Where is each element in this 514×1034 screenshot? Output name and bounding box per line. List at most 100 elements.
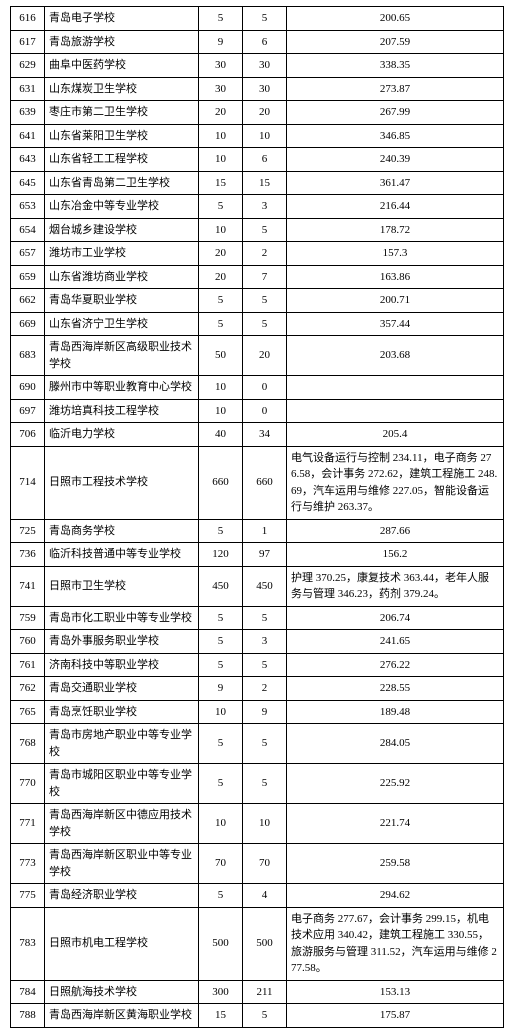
cell-score: 241.65 xyxy=(287,630,504,654)
cell-score: 205.4 xyxy=(287,423,504,447)
cell-plan: 300 xyxy=(199,980,243,1004)
cell-enroll: 30 xyxy=(243,77,287,101)
cell-plan: 5 xyxy=(199,195,243,219)
table-row: 645山东省青岛第二卫生学校1515361.47 xyxy=(11,171,504,195)
cell-score: 357.44 xyxy=(287,312,504,336)
cell-name: 山东煤炭卫生学校 xyxy=(45,77,199,101)
table-row: 768青岛市房地产职业中等专业学校55284.05 xyxy=(11,724,504,764)
cell-name: 济南科技中等职业学校 xyxy=(45,653,199,677)
cell-enroll: 5 xyxy=(243,653,287,677)
cell-score: 电气设备运行与控制 234.11，电子商务 276.58，会计事务 272.62… xyxy=(287,446,504,519)
table-row: 639枣庄市第二卫生学校2020267.99 xyxy=(11,101,504,125)
cell-name: 青岛市城阳区职业中等专业学校 xyxy=(45,764,199,804)
cell-score: 361.47 xyxy=(287,171,504,195)
table-row: 641山东省莱阳卫生学校1010346.85 xyxy=(11,124,504,148)
cell-code: 788 xyxy=(11,1004,45,1028)
cell-plan: 50 xyxy=(199,336,243,376)
cell-enroll: 97 xyxy=(243,543,287,567)
cell-score: 273.87 xyxy=(287,77,504,101)
cell-enroll: 5 xyxy=(243,289,287,313)
cell-code: 775 xyxy=(11,884,45,908)
cell-enroll: 15 xyxy=(243,171,287,195)
cell-code: 773 xyxy=(11,844,45,884)
table-row: 690滕州市中等职业教育中心学校100 xyxy=(11,376,504,400)
cell-name: 曲阜中医药学校 xyxy=(45,54,199,78)
cell-score: 276.22 xyxy=(287,653,504,677)
cell-code: 770 xyxy=(11,764,45,804)
cell-code: 616 xyxy=(11,7,45,31)
cell-name: 青岛烹饪职业学校 xyxy=(45,700,199,724)
cell-name: 青岛经济职业学校 xyxy=(45,884,199,908)
cell-enroll: 30 xyxy=(243,54,287,78)
cell-code: 771 xyxy=(11,804,45,844)
cell-plan: 9 xyxy=(199,677,243,701)
cell-score: 200.71 xyxy=(287,289,504,313)
cell-name: 青岛西海岸新区高级职业技术学校 xyxy=(45,336,199,376)
cell-name: 青岛旅游学校 xyxy=(45,30,199,54)
cell-code: 669 xyxy=(11,312,45,336)
cell-score: 240.39 xyxy=(287,148,504,172)
table-row: 770青岛市城阳区职业中等专业学校55225.92 xyxy=(11,764,504,804)
cell-code: 662 xyxy=(11,289,45,313)
table-row: 725青岛商务学校51287.66 xyxy=(11,519,504,543)
cell-code: 768 xyxy=(11,724,45,764)
cell-code: 725 xyxy=(11,519,45,543)
cell-plan: 30 xyxy=(199,77,243,101)
cell-code: 759 xyxy=(11,606,45,630)
cell-plan: 10 xyxy=(199,399,243,423)
table-row: 669山东省济宁卫生学校55357.44 xyxy=(11,312,504,336)
cell-score: 157.3 xyxy=(287,242,504,266)
cell-name: 日照市机电工程学校 xyxy=(45,907,199,980)
cell-code: 631 xyxy=(11,77,45,101)
cell-score: 156.2 xyxy=(287,543,504,567)
cell-plan: 450 xyxy=(199,566,243,606)
cell-enroll: 34 xyxy=(243,423,287,447)
cell-score: 163.86 xyxy=(287,265,504,289)
table-row: 662青岛华夏职业学校55200.71 xyxy=(11,289,504,313)
cell-enroll: 1 xyxy=(243,519,287,543)
cell-enroll: 3 xyxy=(243,630,287,654)
table-row: 714日照市工程技术学校660660电气设备运行与控制 234.11，电子商务 … xyxy=(11,446,504,519)
cell-plan: 20 xyxy=(199,242,243,266)
cell-score: 153.13 xyxy=(287,980,504,1004)
cell-code: 714 xyxy=(11,446,45,519)
table-row: 643山东省轻工工程学校106240.39 xyxy=(11,148,504,172)
cell-code: 765 xyxy=(11,700,45,724)
cell-name: 潍坊市工业学校 xyxy=(45,242,199,266)
cell-code: 760 xyxy=(11,630,45,654)
cell-name: 山东省莱阳卫生学校 xyxy=(45,124,199,148)
cell-score: 259.58 xyxy=(287,844,504,884)
table-row: 683青岛西海岸新区高级职业技术学校5020203.68 xyxy=(11,336,504,376)
cell-name: 潍坊培真科技工程学校 xyxy=(45,399,199,423)
cell-name: 青岛西海岸新区黄海职业学校 xyxy=(45,1004,199,1028)
cell-name: 青岛市化工职业中等专业学校 xyxy=(45,606,199,630)
cell-code: 697 xyxy=(11,399,45,423)
cell-score: 346.85 xyxy=(287,124,504,148)
cell-code: 706 xyxy=(11,423,45,447)
cell-score: 287.66 xyxy=(287,519,504,543)
cell-score: 228.55 xyxy=(287,677,504,701)
cell-score xyxy=(287,376,504,400)
cell-name: 临沂电力学校 xyxy=(45,423,199,447)
cell-plan: 5 xyxy=(199,606,243,630)
cell-enroll: 5 xyxy=(243,606,287,630)
cell-enroll: 0 xyxy=(243,399,287,423)
cell-score: 护理 370.25，康复技术 363.44，老年人服务与管理 346.23，药剂… xyxy=(287,566,504,606)
cell-plan: 20 xyxy=(199,265,243,289)
table-row: 706临沂电力学校4034205.4 xyxy=(11,423,504,447)
cell-name: 青岛电子学校 xyxy=(45,7,199,31)
cell-name: 烟台城乡建设学校 xyxy=(45,218,199,242)
table-row: 773青岛西海岸新区职业中等专业学校7070259.58 xyxy=(11,844,504,884)
cell-enroll: 6 xyxy=(243,148,287,172)
cell-name: 日照航海技术学校 xyxy=(45,980,199,1004)
cell-name: 青岛商务学校 xyxy=(45,519,199,543)
cell-enroll: 5 xyxy=(243,1004,287,1028)
cell-enroll: 10 xyxy=(243,124,287,148)
table-row: 654烟台城乡建设学校105178.72 xyxy=(11,218,504,242)
cell-name: 日照市卫生学校 xyxy=(45,566,199,606)
cell-score: 207.59 xyxy=(287,30,504,54)
cell-enroll: 70 xyxy=(243,844,287,884)
table-row: 771青岛西海岸新区中德应用技术学校1010221.74 xyxy=(11,804,504,844)
table-row: 617青岛旅游学校96207.59 xyxy=(11,30,504,54)
table-row: 761济南科技中等职业学校55276.22 xyxy=(11,653,504,677)
